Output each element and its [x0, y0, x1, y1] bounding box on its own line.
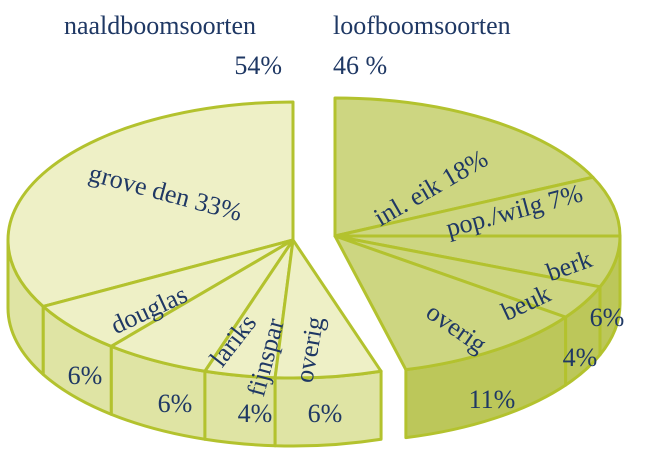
pie-slice: [333, 96, 595, 238]
group-title: loofboomsoorten: [333, 11, 511, 40]
top-layer: [6, 96, 622, 380]
slice-value: 4%: [563, 343, 598, 372]
pie-slice: [333, 234, 568, 372]
group-total: 46 %: [333, 51, 387, 80]
pie-slice: [273, 238, 383, 380]
slice-value: 6%: [158, 389, 193, 418]
slice-value: 6%: [308, 399, 343, 428]
group-total: 54%: [234, 51, 282, 80]
group-title: naaldboomsoorten: [64, 11, 256, 40]
pie-slice: [6, 100, 295, 308]
slice-value: 6%: [68, 361, 103, 390]
slice-value: 6%: [590, 303, 625, 332]
side-layer: [6, 234, 622, 448]
slice-value: 4%: [238, 399, 273, 428]
slice-value: 11%: [469, 385, 516, 414]
